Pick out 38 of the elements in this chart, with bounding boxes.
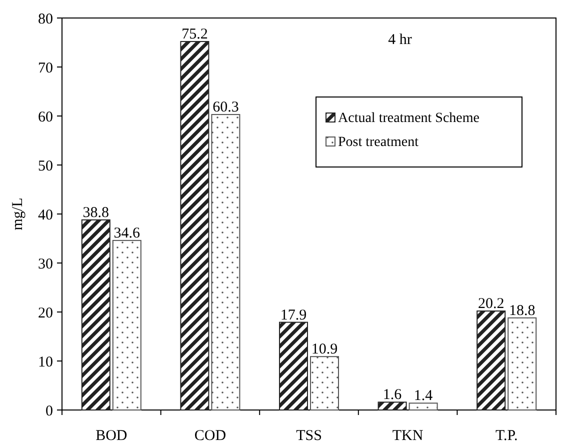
bar <box>508 317 537 410</box>
bar <box>279 322 308 410</box>
x-tick-label: TKN <box>392 428 424 444</box>
bar <box>408 402 438 410</box>
bar <box>81 219 110 410</box>
annotation: 4 hr <box>388 32 412 48</box>
y-tick-label: 80 <box>38 11 53 28</box>
bar <box>180 41 210 410</box>
bar <box>112 240 142 410</box>
x-tick-label: BOD <box>96 428 128 444</box>
y-tick-label: 10 <box>38 354 53 370</box>
x-tick-label: COD <box>194 428 226 444</box>
legend-label: Post treatment <box>338 135 419 150</box>
bar <box>310 356 339 410</box>
y-tick-label: 0 <box>46 403 53 420</box>
legend-label: Actual treatment Scheme <box>338 111 480 126</box>
y-tick-label: 60 <box>38 109 53 126</box>
data-label: 17.9 <box>280 307 307 324</box>
bar <box>378 402 407 410</box>
data-label: 75.2 <box>182 26 208 43</box>
data-label: 34.6 <box>114 225 141 242</box>
data-label: 18.8 <box>508 302 536 319</box>
x-tick-label: T.P. <box>495 428 518 444</box>
data-label: 60.3 <box>212 100 239 116</box>
data-label: 1.4 <box>414 388 434 404</box>
data-label: 38.8 <box>82 204 110 221</box>
y-tick-label: 70 <box>38 60 53 76</box>
y-tick-label: 30 <box>38 256 53 272</box>
y-tick-label: 20 <box>38 305 53 322</box>
bar <box>476 310 506 410</box>
x-tick-label: TSS <box>296 428 322 444</box>
y-tick-label: 40 <box>38 207 53 224</box>
data-label: 20.2 <box>478 296 504 312</box>
y-tick-label: 50 <box>38 158 53 174</box>
y-axis-title: mg/L <box>10 198 26 230</box>
bar <box>211 114 240 410</box>
data-label: 10.9 <box>311 342 338 358</box>
data-label: 1.6 <box>382 387 402 404</box>
